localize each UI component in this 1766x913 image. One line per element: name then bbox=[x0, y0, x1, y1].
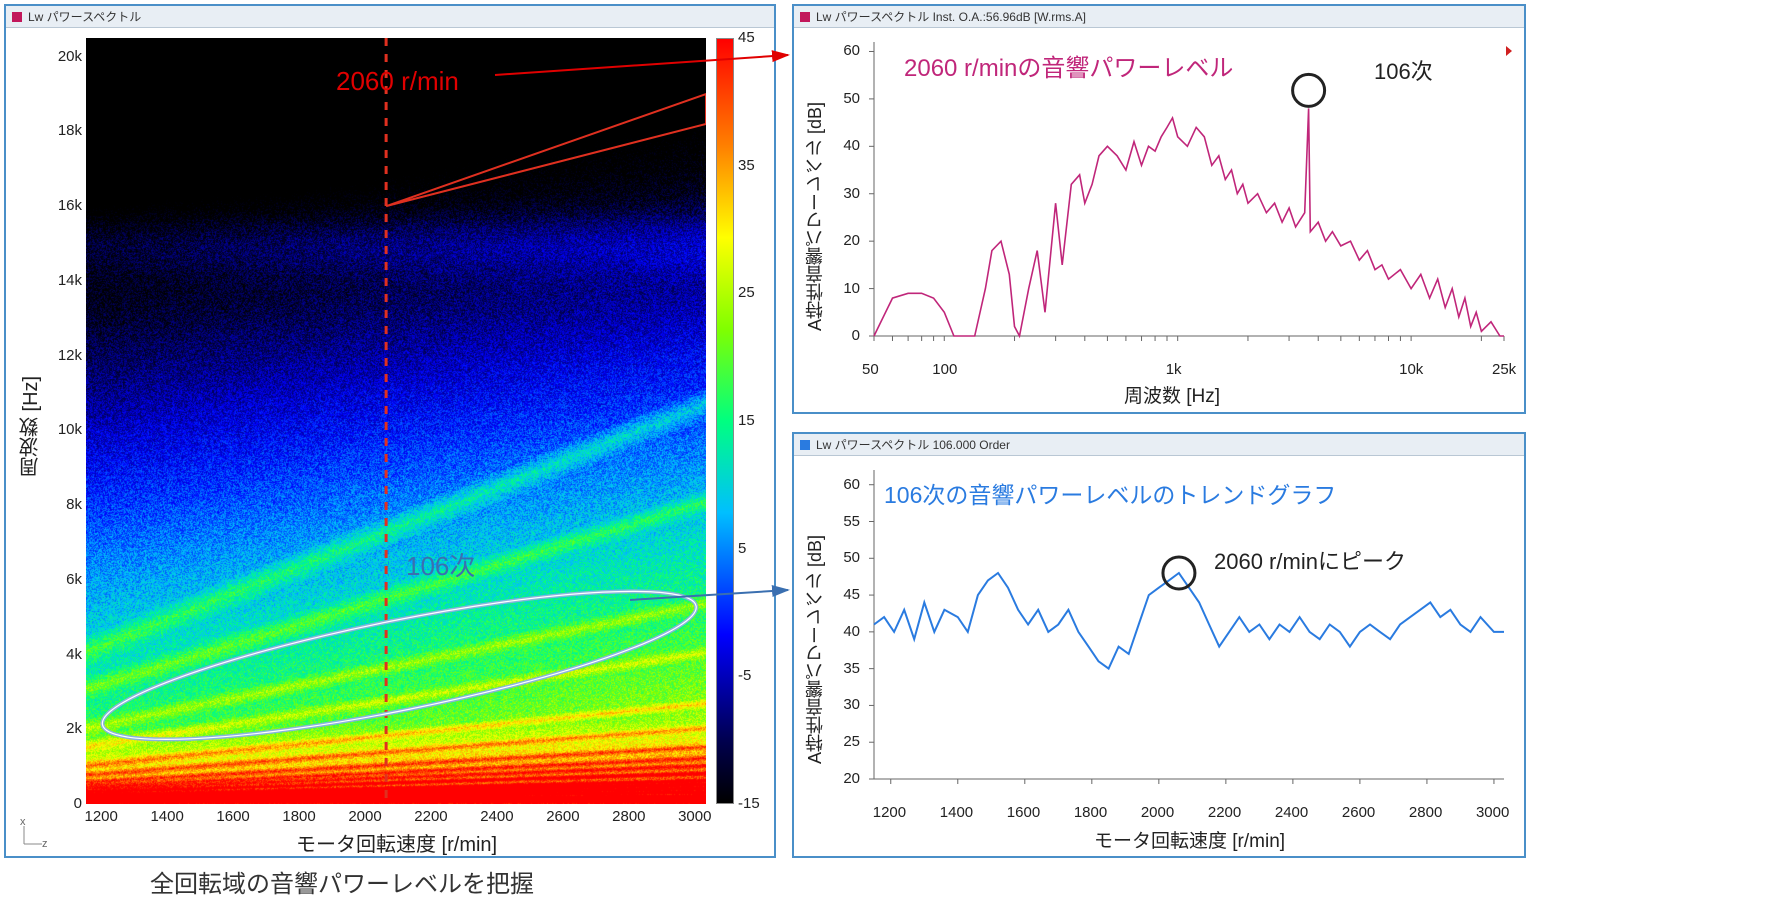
spectrogram-x-tick: 2200 bbox=[414, 808, 447, 825]
spectrogram-x-tick: 1400 bbox=[150, 808, 183, 825]
trend-y-tick: 60 bbox=[838, 476, 860, 493]
spectrum-y-tick: 60 bbox=[838, 42, 860, 59]
annotation-order: 106次 bbox=[406, 546, 475, 583]
trend-y-tick: 25 bbox=[838, 733, 860, 750]
trend-title-bar: Lw パワースペクトル 106.000 Order bbox=[794, 434, 1524, 456]
spectrogram-overlay bbox=[86, 38, 706, 804]
spectrogram-y-tick: 6k bbox=[46, 571, 82, 588]
spectrum-x-tick: 10k bbox=[1399, 361, 1423, 378]
spectrogram-y-tick: 12k bbox=[46, 347, 82, 364]
spectrogram-y-tick: 16k bbox=[46, 197, 82, 214]
spectrum-y-tick: 50 bbox=[838, 90, 860, 107]
trend-x-label: モータ回転速度 [r/min] bbox=[1094, 826, 1285, 853]
spectrum-y-tick: 20 bbox=[838, 232, 860, 249]
spectrum-y-label: A特性音響パワーレベル [dB] bbox=[802, 66, 828, 366]
trend-y-tick: 55 bbox=[838, 513, 860, 530]
spectrogram-title: Lw パワースペクトル bbox=[28, 8, 141, 25]
spectrum-x-label: 周波数 [Hz] bbox=[1124, 381, 1220, 408]
spectrogram-y-tick: 14k bbox=[46, 272, 82, 289]
square-icon bbox=[800, 12, 810, 22]
trend-x-tick: 1600 bbox=[1007, 804, 1040, 821]
trend-x-tick: 2400 bbox=[1275, 804, 1308, 821]
spectrogram-x-tick: 2600 bbox=[546, 808, 579, 825]
spectrogram-x-tick: 1600 bbox=[216, 808, 249, 825]
trend-plot bbox=[864, 464, 1514, 799]
colorbar-tick: -5 bbox=[738, 667, 751, 684]
spectrum-y-tick: 0 bbox=[838, 327, 860, 344]
square-icon bbox=[12, 12, 22, 22]
trend-y-tick: 50 bbox=[838, 549, 860, 566]
trend-y-tick: 45 bbox=[838, 586, 860, 603]
trend-panel: Lw パワースペクトル 106.000 Order A特性音響パワーレベル [d… bbox=[792, 432, 1526, 858]
spectrogram-panel: Lw パワースペクトル 周波数 [Hz] -15 -5 5 15 25 35 45 2060… bbox=[4, 4, 776, 858]
spectrum-y-tick: 40 bbox=[838, 137, 860, 154]
spectrogram-y-tick: 4k bbox=[46, 646, 82, 663]
spectrum-title-bar: Lw パワースペクトル Inst. O.A.:56.96dB [W.rms.A] bbox=[794, 6, 1524, 28]
colorbar-tick: 25 bbox=[738, 284, 755, 301]
spectrum-x-tick: 50 bbox=[862, 361, 879, 378]
spectrogram-y-tick: 10k bbox=[46, 421, 82, 438]
trend-y-tick: 40 bbox=[838, 623, 860, 640]
trend-x-tick: 2800 bbox=[1409, 804, 1442, 821]
square-icon bbox=[800, 440, 810, 450]
spectrogram-y-tick: 18k bbox=[46, 122, 82, 139]
trend-peak-label: 2060 r/minにピーク bbox=[1214, 544, 1406, 576]
spectrogram-y-tick: 8k bbox=[46, 496, 82, 513]
colorbar-tick: 15 bbox=[738, 412, 755, 429]
trend-x-tick: 1200 bbox=[873, 804, 906, 821]
trend-annotation: 106次の音響パワーレベルのトレンドグラフ bbox=[884, 476, 1336, 510]
spectrogram-y-label: 周波数 [Hz] bbox=[16, 346, 45, 506]
spectrum-peak-label: 106次 bbox=[1374, 54, 1433, 86]
colorbar bbox=[716, 38, 734, 804]
trend-x-tick: 3000 bbox=[1476, 804, 1509, 821]
colorbar-tick: 35 bbox=[738, 157, 755, 174]
spectrum-title: Lw パワースペクトル Inst. O.A.:56.96dB [W.rms.A] bbox=[816, 8, 1086, 25]
colorbar-tick: 5 bbox=[738, 540, 746, 557]
spectrum-annotation: 2060 r/minの音響パワーレベル bbox=[904, 48, 1233, 83]
spectrogram-title-bar: Lw パワースペクトル bbox=[6, 6, 774, 28]
spectrogram-x-tick: 2400 bbox=[480, 808, 513, 825]
spectrum-y-tick: 30 bbox=[838, 185, 860, 202]
spectrogram-y-tick: 0 bbox=[46, 795, 82, 812]
spectrogram-y-tick: 20k bbox=[46, 48, 82, 65]
spectrogram-caption: 全回転域の音響パワーレベルを把握 bbox=[150, 864, 534, 899]
spectrum-x-tick: 1k bbox=[1166, 361, 1182, 378]
spectrogram-x-label: モータ回転速度 [r/min] bbox=[296, 828, 497, 857]
spectrogram-x-tick: 1800 bbox=[282, 808, 315, 825]
spectrogram-x-tick: 2800 bbox=[612, 808, 645, 825]
spectrogram-x-tick: 3000 bbox=[678, 808, 711, 825]
spectrum-y-tick: 10 bbox=[838, 280, 860, 297]
trend-x-tick: 2200 bbox=[1208, 804, 1241, 821]
colorbar-tick: -15 bbox=[738, 795, 760, 812]
spectrum-x-tick: 25k bbox=[1492, 361, 1516, 378]
trend-y-tick: 30 bbox=[838, 696, 860, 713]
trend-x-tick: 2600 bbox=[1342, 804, 1375, 821]
trend-x-tick: 1400 bbox=[940, 804, 973, 821]
trend-y-label: A特性音響パワーレベル [dB] bbox=[802, 494, 828, 804]
trend-title: Lw パワースペクトル 106.000 Order bbox=[816, 436, 1010, 453]
spectrogram-y-tick: 2k bbox=[46, 720, 82, 737]
trend-x-tick: 1800 bbox=[1074, 804, 1107, 821]
annotation-speed: 2060 r/min bbox=[336, 66, 459, 97]
spectrum-x-tick: 100 bbox=[932, 361, 957, 378]
spectrum-panel: Lw パワースペクトル Inst. O.A.:56.96dB [W.rms.A]… bbox=[792, 4, 1526, 414]
spectrogram-x-tick: 1200 bbox=[84, 808, 117, 825]
spectrogram-x-tick: 2000 bbox=[348, 808, 381, 825]
trend-x-tick: 2000 bbox=[1141, 804, 1174, 821]
spectrogram-plot bbox=[86, 38, 706, 804]
trend-y-tick: 20 bbox=[838, 770, 860, 787]
colorbar-tick: 45 bbox=[738, 29, 755, 46]
trend-y-tick: 35 bbox=[838, 660, 860, 677]
corner-arrow-icon bbox=[18, 822, 46, 850]
